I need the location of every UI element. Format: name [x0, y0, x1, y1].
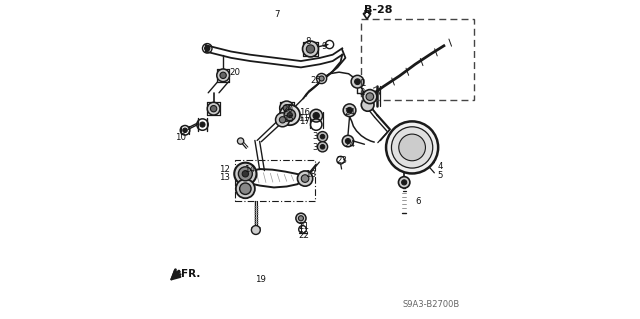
Text: 17: 17 — [298, 117, 310, 126]
Text: 21: 21 — [299, 222, 310, 231]
Text: 6: 6 — [415, 197, 420, 206]
Circle shape — [320, 134, 324, 139]
Text: 25: 25 — [310, 76, 321, 85]
Circle shape — [399, 177, 410, 188]
Text: 13: 13 — [219, 173, 230, 182]
Circle shape — [386, 122, 438, 174]
Circle shape — [351, 75, 364, 88]
Circle shape — [362, 99, 374, 111]
Text: 18: 18 — [305, 170, 316, 179]
Text: 24: 24 — [344, 108, 355, 117]
Circle shape — [220, 72, 227, 78]
Text: 4: 4 — [438, 162, 443, 171]
Circle shape — [392, 127, 433, 168]
Text: 2: 2 — [360, 88, 365, 97]
Text: 3: 3 — [312, 143, 317, 152]
Circle shape — [399, 134, 426, 161]
Text: 14: 14 — [244, 165, 255, 174]
Circle shape — [317, 73, 326, 84]
Text: 15: 15 — [284, 115, 294, 124]
Circle shape — [234, 163, 257, 185]
Text: S9A3-B2700B: S9A3-B2700B — [403, 300, 460, 309]
Circle shape — [236, 179, 255, 198]
Circle shape — [298, 216, 303, 221]
Circle shape — [347, 108, 353, 113]
Text: 19: 19 — [255, 275, 266, 284]
Circle shape — [320, 145, 324, 149]
Text: 8: 8 — [305, 38, 310, 47]
Circle shape — [238, 167, 252, 181]
Circle shape — [276, 113, 289, 127]
Text: 7: 7 — [274, 11, 280, 19]
Circle shape — [217, 69, 230, 82]
Circle shape — [303, 41, 319, 57]
Circle shape — [211, 106, 217, 112]
Text: 5: 5 — [438, 171, 443, 180]
Circle shape — [183, 128, 188, 132]
Text: 1: 1 — [360, 79, 365, 88]
Circle shape — [402, 180, 406, 185]
Circle shape — [280, 101, 294, 115]
Circle shape — [239, 183, 251, 195]
Circle shape — [252, 226, 260, 234]
Circle shape — [317, 131, 328, 142]
Circle shape — [366, 93, 374, 100]
Circle shape — [284, 109, 296, 121]
Text: 3: 3 — [312, 132, 317, 141]
Text: 23: 23 — [337, 156, 348, 165]
Text: 20: 20 — [230, 68, 241, 77]
Circle shape — [298, 171, 313, 186]
Text: B-28: B-28 — [364, 4, 392, 15]
Circle shape — [242, 171, 248, 177]
Circle shape — [207, 102, 220, 115]
Circle shape — [237, 138, 244, 144]
Circle shape — [296, 213, 306, 223]
Text: 16: 16 — [298, 108, 310, 117]
Circle shape — [279, 117, 285, 123]
Circle shape — [287, 113, 292, 118]
Circle shape — [317, 142, 328, 152]
Circle shape — [319, 76, 324, 81]
Circle shape — [343, 104, 356, 117]
Text: FR.: FR. — [181, 269, 200, 279]
Circle shape — [310, 109, 323, 122]
Circle shape — [363, 90, 377, 104]
Bar — [362, 19, 474, 100]
Text: 24: 24 — [344, 140, 355, 149]
Circle shape — [205, 46, 210, 51]
Circle shape — [313, 113, 319, 119]
Text: 10: 10 — [175, 133, 186, 142]
Text: 20: 20 — [282, 105, 293, 114]
Text: 22: 22 — [299, 231, 310, 240]
Circle shape — [280, 105, 300, 125]
Bar — [235, 160, 315, 201]
Circle shape — [342, 135, 354, 147]
Circle shape — [346, 138, 351, 144]
Circle shape — [200, 122, 205, 127]
Circle shape — [301, 175, 309, 182]
Text: 11: 11 — [298, 114, 308, 123]
Circle shape — [307, 45, 315, 53]
Circle shape — [355, 79, 360, 85]
Text: 12: 12 — [219, 165, 230, 174]
Circle shape — [283, 105, 290, 112]
Text: 9: 9 — [321, 41, 327, 51]
